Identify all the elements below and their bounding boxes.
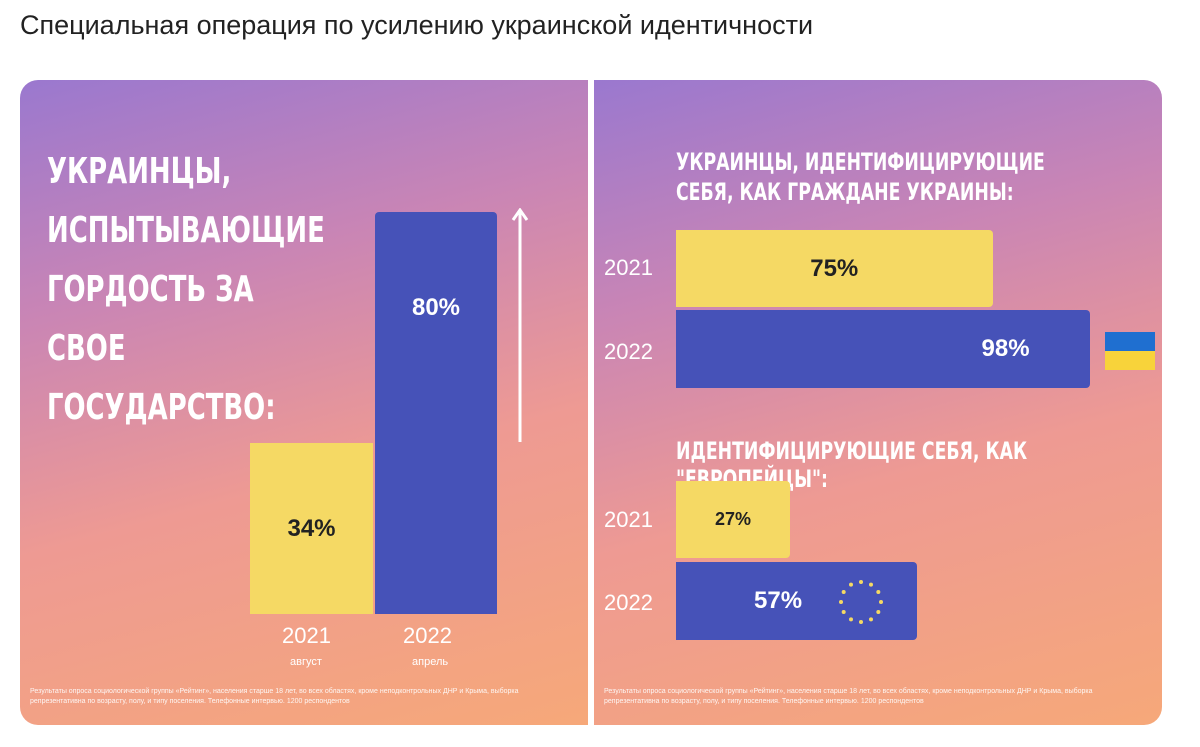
ukraine-flag-icon — [1105, 332, 1155, 370]
eu-star — [841, 610, 846, 614]
eu-star — [869, 617, 873, 622]
eu-star — [879, 600, 883, 604]
chart-title: Украинцы, идентифицирующие себя, как гра… — [676, 148, 1045, 206]
y-tick-label: 2022 — [604, 339, 653, 364]
data-label: 75% — [810, 254, 859, 282]
up-arrow-icon — [511, 208, 529, 442]
chart-title: Украинцы, испытывающие гордость за свое … — [47, 151, 325, 428]
x-tick-label: 2022 — [403, 623, 452, 648]
data-label: 80% — [411, 294, 461, 322]
eu-star — [859, 620, 863, 624]
eu-star — [876, 610, 881, 614]
post-title: Специальная операция по усилению украинс… — [20, 10, 814, 40]
eu-star — [841, 590, 846, 594]
chart-title: Идентифицирующие себя, как "европейцы": — [676, 437, 1028, 493]
bar-european-2021: 27% — [676, 481, 790, 558]
x-sublabel: апрель — [412, 656, 449, 668]
pride-chart: Украинцы, испытывающие гордость за свое … — [20, 80, 588, 725]
bar-2022: 80% — [375, 212, 497, 614]
data-label: 34% — [287, 514, 336, 542]
eu-star — [876, 590, 881, 594]
data-label: 57% — [754, 587, 803, 614]
eu-star — [869, 582, 873, 587]
bar-european-2022: 57% — [676, 562, 917, 640]
y-tick-label: 2022 — [604, 590, 653, 615]
eu-star — [839, 600, 843, 604]
data-label: 27% — [714, 509, 751, 529]
bar-citizen-2022: 98% — [676, 310, 1090, 388]
x-tick-label: 2021 — [282, 623, 331, 648]
eu-star — [859, 580, 863, 584]
eu-flag-icon — [839, 580, 883, 624]
y-tick-label: 2021 — [604, 507, 653, 532]
bar-citizen-2021: 75% — [676, 230, 993, 307]
eu-star — [849, 582, 853, 587]
bar-2021: 34% — [250, 443, 373, 614]
y-tick-label: 2021 — [604, 255, 653, 280]
x-sublabel: август — [290, 656, 322, 668]
footnote: Результаты опроса социологической группы… — [604, 688, 1093, 705]
footnote: Результаты опроса социологической группы… — [30, 688, 519, 705]
eu-star — [849, 617, 853, 622]
data-label: 98% — [981, 335, 1030, 362]
identity-charts: Украинцы, идентифицирующие себя, как гра… — [594, 80, 1162, 725]
